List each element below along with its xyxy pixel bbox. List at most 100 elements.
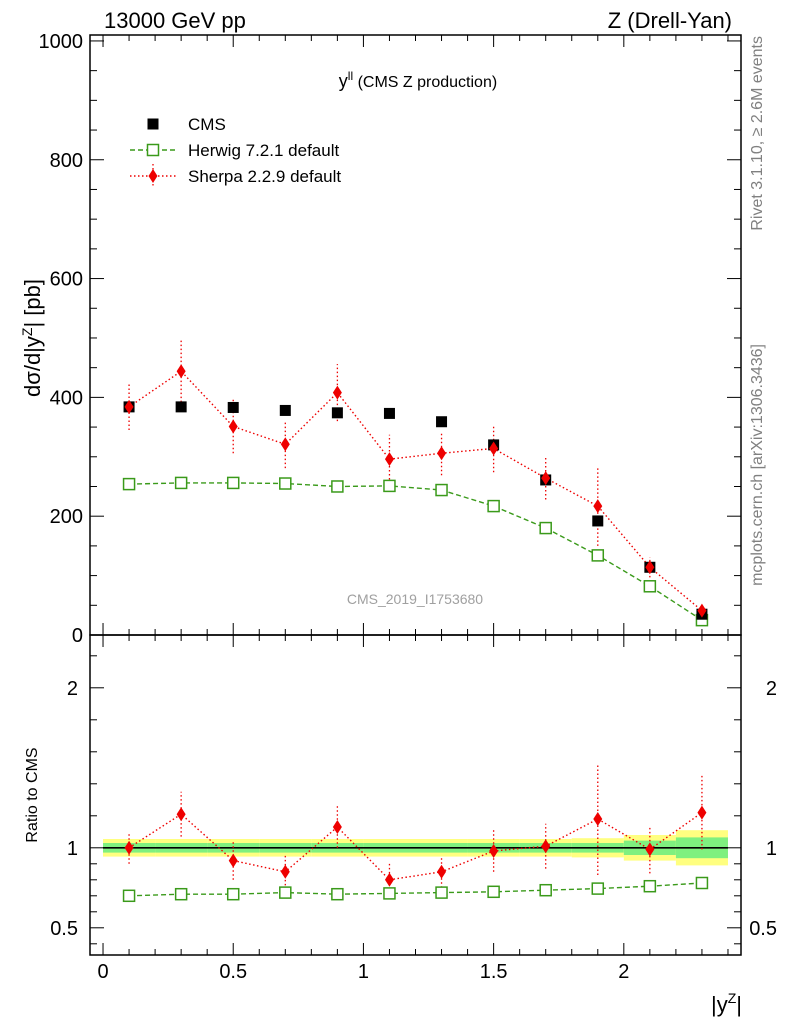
cms-point — [436, 416, 448, 428]
herwig-point — [487, 499, 500, 513]
y-tick-label: 200 — [50, 506, 83, 528]
main-y-axis: 0 200 400 600 800 1000 — [39, 31, 741, 647]
ratio-herwig-line — [129, 882, 702, 897]
ratio-sherpa-point — [332, 820, 342, 834]
x-tick-label: 1 — [358, 961, 369, 983]
ratio-herwig-point — [643, 879, 657, 893]
ratio-sherpa-point — [645, 842, 655, 857]
ratio-sherpa-point — [541, 839, 551, 854]
sherpa-line — [128, 370, 703, 612]
legend-sherpa-label: Sherpa 2.2.9 default — [188, 167, 341, 186]
sherpa-point — [228, 419, 238, 434]
cms-point — [227, 401, 239, 413]
x-tick-label: 0.5 — [219, 961, 247, 983]
sherpa-point — [124, 399, 134, 414]
ratio-herwig-point — [487, 885, 500, 899]
main-y-label-suffix: | [pb] — [20, 279, 45, 328]
ratio-y-tick-label-right: 2 — [766, 678, 777, 700]
main-panel: 0 200 400 600 800 1000 dσ/d|yZ| [pb] yll (CMS… — [19, 31, 742, 647]
herwig-line — [129, 482, 703, 621]
ratio-panel: 0.5 0.5 1 1 2 2 0 0.5 1 1.5 2 Ratio to CMS |yZ| — [24, 35, 777, 1017]
herwig-point — [331, 480, 344, 493]
ratio-y-tick-label-right: 1 — [766, 838, 777, 860]
cms-point — [175, 401, 187, 413]
ratio-y-label: Ratio to CMS — [24, 747, 41, 842]
ratio-herwig-point — [539, 883, 552, 897]
header-right: Z (Drell-Yan) — [608, 8, 732, 33]
main-y-label-text: dσ/d|y — [20, 336, 45, 397]
herwig-point — [383, 479, 396, 493]
ratio-y-tick-label: 2 — [67, 678, 78, 700]
sherpa-point — [541, 471, 551, 486]
cms-point — [279, 404, 291, 416]
x-tick-label: 1.5 — [480, 961, 508, 983]
legend-cms-label: CMS — [188, 115, 226, 134]
ratio-sherpa-point — [384, 872, 394, 887]
herwig-point — [279, 477, 292, 490]
sherpa-point — [593, 499, 603, 514]
main-y-label: dσ/d|yZ| [pb] — [19, 279, 45, 397]
ratio-y-tick-label-right: 0.5 — [749, 918, 777, 940]
ratio-sherpa-point — [228, 853, 238, 868]
legend-herwig-label: Herwig 7.2.1 default — [188, 141, 339, 160]
herwig-point — [643, 580, 657, 593]
herwig-point — [174, 476, 188, 490]
ratio-sherpa-point — [489, 844, 499, 858]
legend-sherpa-marker — [148, 169, 158, 183]
x-axis-label-suffix: | — [736, 992, 742, 1017]
ratio-sherpa-point — [176, 807, 186, 822]
y-tick-label: 600 — [50, 269, 83, 291]
y-tick-label: 0 — [72, 625, 83, 647]
ratio-marks — [103, 763, 728, 903]
cms-point — [331, 407, 343, 419]
x-tick-label: 2 — [618, 961, 629, 983]
x-axis-label: |yZ| — [711, 990, 742, 1017]
ratio-herwig-point — [331, 887, 344, 901]
ratio-herwig-point — [226, 887, 240, 901]
sherpa-point — [697, 603, 707, 618]
watermark: CMS_2019_I1753680 — [347, 591, 483, 607]
herwig-point — [539, 521, 552, 535]
ratio-herwig-point — [122, 889, 136, 903]
main-title-text: y — [339, 71, 348, 91]
cms-point — [592, 515, 604, 527]
x-axis-label-sup: Z — [728, 990, 737, 1006]
side-text-top: Rivet 3.1.10, ≥ 2.6M events — [749, 36, 766, 231]
header-left: 13000 GeV pp — [104, 8, 246, 33]
sherpa-point — [332, 385, 342, 400]
ratio-herwig-point — [435, 886, 448, 899]
ratio-herwig-point — [695, 876, 709, 890]
sherpa-point — [176, 364, 186, 379]
ratio-sherpa-point — [593, 812, 603, 826]
x-axis-label-text: |y — [711, 992, 728, 1017]
cms-point — [383, 407, 395, 419]
ratio-y-tick-label: 1 — [67, 838, 78, 860]
ratio-sherpa-line — [128, 812, 703, 881]
ratio-frame — [89, 634, 742, 956]
ratio-herwig-point — [591, 882, 605, 895]
herwig-point — [226, 476, 240, 490]
main-marks — [122, 340, 709, 627]
x-axis: 0 0.5 1 1.5 2 — [97, 35, 729, 983]
main-y-label-sup: Z — [19, 327, 35, 336]
ratio-herwig-point — [174, 887, 188, 901]
legend: CMS Herwig 7.2.1 default Sherpa 2.2.9 defa… — [130, 115, 341, 188]
x-tick-label: 0 — [97, 961, 108, 983]
sherpa-point — [645, 560, 655, 575]
y-tick-label: 400 — [50, 387, 83, 409]
ratio-sherpa-point — [124, 840, 134, 855]
sherpa-point — [489, 441, 499, 456]
herwig-point — [435, 483, 448, 497]
ratio-sherpa-point — [697, 805, 707, 820]
sherpa-point — [280, 437, 290, 452]
y-tick-label: 800 — [50, 150, 83, 172]
ratio-herwig-point — [279, 886, 292, 899]
ratio-y-tick-label: 0.5 — [50, 918, 78, 940]
legend-cms-marker — [147, 118, 159, 130]
y-tick-label: 1000 — [39, 31, 84, 53]
ratio-sherpa-point — [437, 864, 447, 879]
herwig-point — [591, 549, 605, 562]
herwig-point — [122, 477, 136, 491]
main-title-sup: ll — [348, 69, 353, 83]
